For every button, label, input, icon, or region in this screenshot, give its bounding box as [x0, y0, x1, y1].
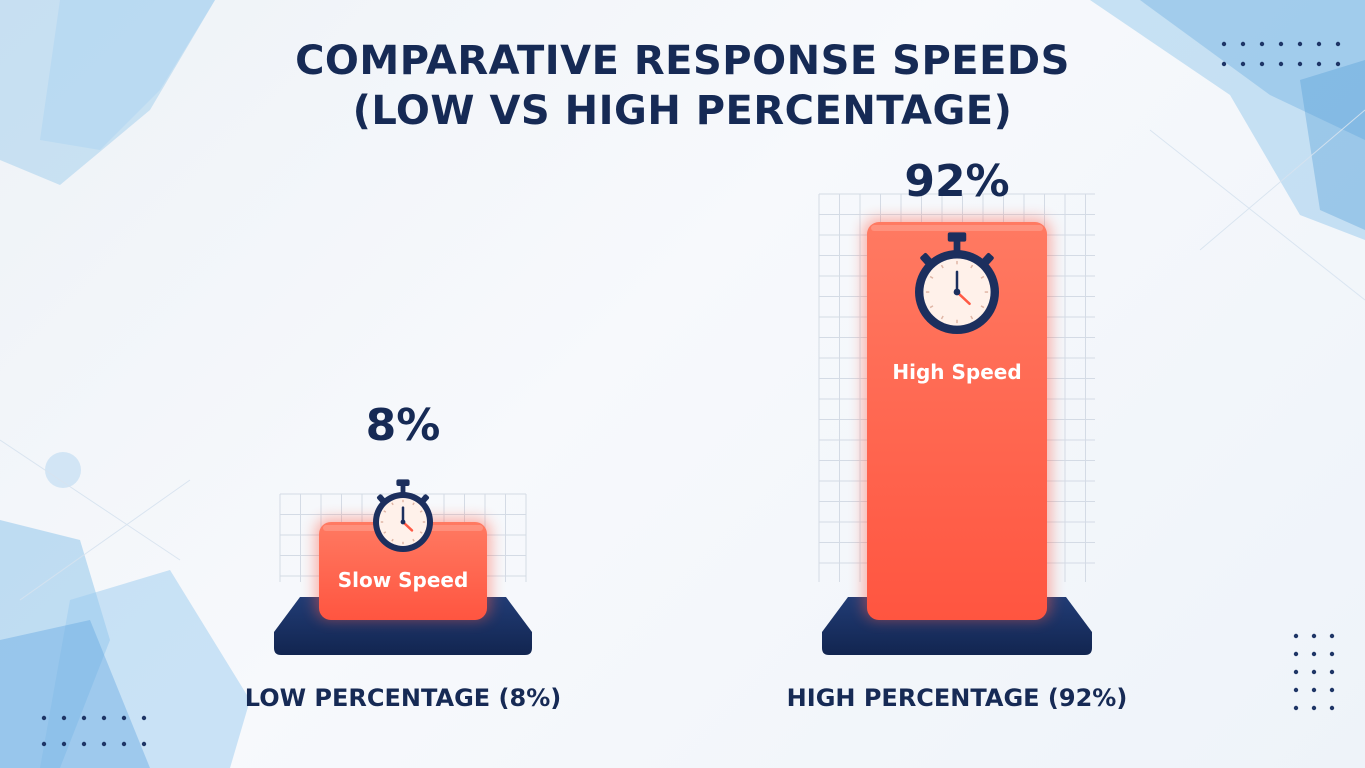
decor-lines: [0, 109, 1365, 601]
bar-group-2: High Speed 92% HIGH PERCENTAGE (92%): [787, 156, 1128, 712]
decor-shape: [40, 0, 215, 150]
decor-shape: [40, 570, 250, 768]
stopwatch-icon: [373, 479, 433, 552]
decor-circle: [45, 452, 81, 488]
chart-title-line-2: (LOW VS HIGH PERCENTAGE): [352, 88, 1013, 134]
decor-dots-top-right: [1221, 41, 1341, 67]
chart-title-line-1: COMPARATIVE RESPONSE SPEEDS: [295, 38, 1070, 84]
bar: [867, 222, 1047, 621]
decor-dots-bottom-right: [1293, 633, 1335, 711]
data-label: 8%: [366, 400, 441, 451]
decor-shape: [0, 0, 215, 185]
decor-shape: [1090, 0, 1365, 240]
data-label: 92%: [904, 156, 1009, 207]
category-label: LOW PERCENTAGE (8%): [245, 684, 561, 712]
stopwatch-icon: [915, 232, 999, 335]
bar-highlight: [871, 225, 1043, 232]
decor-dots-bottom-left: [41, 715, 147, 747]
category-label: HIGH PERCENTAGE (92%): [787, 684, 1128, 712]
bar: [319, 522, 487, 620]
bar-label: High Speed: [892, 360, 1021, 384]
decor-shape: [1300, 60, 1365, 230]
decor-shape: [1140, 0, 1365, 140]
bar-label: Slow Speed: [338, 568, 469, 592]
chart-title: COMPARATIVE RESPONSE SPEEDS (LOW VS HIGH…: [0, 36, 1365, 136]
bar-group-1: Slow Speed 8% LOW PERCENTAGE (8%): [245, 400, 561, 712]
decor-shape: [0, 620, 150, 768]
